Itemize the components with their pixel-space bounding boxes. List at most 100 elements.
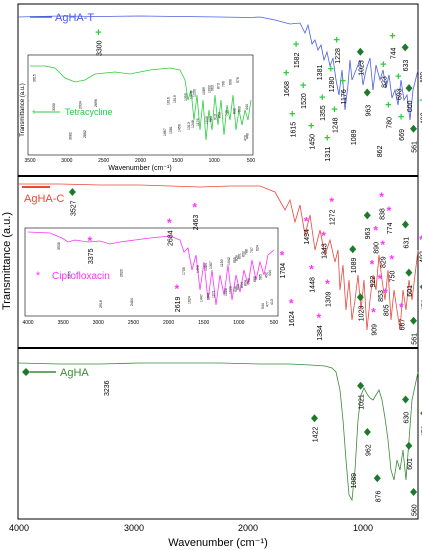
inset-peak-955: 955 bbox=[233, 257, 237, 263]
inset-peak-3375: 3375 bbox=[68, 271, 72, 279]
inset-tick-1500: 1500 bbox=[198, 320, 209, 326]
inset-peak-1456: 1456 bbox=[177, 124, 181, 132]
peak-label-492: 492 bbox=[419, 251, 422, 263]
peak-label-3300: 3300 bbox=[97, 40, 104, 56]
inset-peak-1705: 1705 bbox=[182, 267, 186, 275]
peak-label-853: 853 bbox=[378, 290, 385, 302]
inset-peak-444: 444 bbox=[268, 270, 272, 276]
peak-label-2463: 2463 bbox=[193, 215, 200, 231]
peak-label-3375: 3375 bbox=[88, 248, 95, 264]
spectrum-ciprofloxacin bbox=[27, 231, 275, 306]
inset-peak-1230: 1230 bbox=[192, 89, 196, 97]
inset-peak-492: 492 bbox=[265, 272, 269, 278]
inset-peak-804: 804 bbox=[243, 280, 247, 286]
peak-marker-829: * bbox=[380, 238, 385, 252]
inset-peak-745: 745 bbox=[225, 110, 229, 116]
peak-marker-3375: * bbox=[88, 234, 93, 248]
peak-marker-3527 bbox=[68, 188, 76, 196]
peak-marker-1023 bbox=[356, 47, 364, 56]
inset-frame-tetracycline bbox=[27, 54, 254, 156]
inset-y-label-tetracycline: Transmittance (a.u.) bbox=[20, 83, 26, 136]
peak-marker-1309: * bbox=[325, 277, 330, 291]
peak-label-922: 922 bbox=[370, 276, 377, 288]
peak-marker-1704: * bbox=[280, 248, 285, 262]
peak-marker-1450: + bbox=[308, 121, 314, 133]
inset-frame-ciprofloxacin bbox=[24, 227, 279, 317]
inset-peak-576: 576 bbox=[236, 77, 240, 83]
peak-marker-780: + bbox=[385, 100, 391, 112]
peak-label-962: 962 bbox=[365, 444, 372, 456]
inset-peak-750: 750 bbox=[247, 278, 251, 284]
inset-legend-tetracycline: Tetracycline bbox=[65, 107, 113, 117]
peak-marker-1624: * bbox=[289, 297, 294, 311]
peak-label-829: 829 bbox=[381, 256, 388, 268]
peak-marker-667: * bbox=[399, 300, 404, 314]
inset-peak-477: 477 bbox=[266, 301, 270, 307]
inset-legend-ciprofloxacin: Ciprofloxacin bbox=[52, 271, 110, 282]
peaks-agha: 3236142210891021962876630601560472 bbox=[104, 380, 422, 516]
peak-label-693: 693 bbox=[396, 88, 403, 100]
inset-tick-2500: 2500 bbox=[98, 158, 109, 164]
peak-label-1248: 1248 bbox=[332, 117, 339, 133]
inset-peak-440: 440 bbox=[245, 133, 249, 139]
peak-label-1023: 1023 bbox=[358, 306, 365, 322]
peak-label-909: 909 bbox=[371, 324, 378, 336]
inset-peak-413: 413 bbox=[270, 299, 274, 305]
inset-peak-909: 909 bbox=[236, 284, 240, 290]
inset-peak-796: 796 bbox=[221, 81, 225, 87]
peak-marker-693: + bbox=[395, 71, 401, 83]
inset-peak-1042: 1042 bbox=[227, 257, 231, 265]
peak-marker-482: + bbox=[419, 95, 422, 107]
inset-peak-1088: 1088 bbox=[224, 288, 228, 296]
peak-marker-1176: + bbox=[340, 75, 346, 87]
inset-peak-690: 690 bbox=[229, 79, 233, 85]
peak-label-2684: 2684 bbox=[167, 230, 174, 246]
inset-ticks-ciprofloxacin: 4000 3500 3000 2500 2000 1500 1000 500 bbox=[22, 320, 278, 326]
inset-peak-1341: 1341 bbox=[207, 292, 211, 300]
peak-label-669: 669 bbox=[399, 129, 406, 141]
peak-marker-909: * bbox=[371, 306, 376, 320]
inset-peak-3082: 3082 bbox=[68, 132, 72, 140]
inset-peak-1616: 1616 bbox=[167, 97, 171, 105]
peak-label-1704: 1704 bbox=[280, 263, 287, 279]
plot-frame bbox=[17, 3, 419, 520]
inset-peak-963: 963 bbox=[210, 85, 214, 91]
peak-label-1624: 1624 bbox=[289, 311, 296, 327]
peak-label-601: 601 bbox=[407, 458, 414, 470]
inset-peak-939: 939 bbox=[234, 286, 238, 292]
peak-marker-876 bbox=[373, 474, 381, 483]
peak-marker-1228: + bbox=[334, 35, 340, 47]
inset-peaks-ciprofloxacin: 3530 3375 2916 2620 2464 1705 1624 1495 1447 1384… bbox=[57, 242, 274, 309]
peak-marker-1248: + bbox=[331, 104, 337, 116]
peak-label-876: 876 bbox=[375, 490, 382, 502]
peak-marker-963 bbox=[363, 211, 371, 220]
inset-peak-3615: 3615 bbox=[33, 74, 37, 82]
spectrum-tetracycline bbox=[30, 65, 252, 141]
inset-peak-1624: 1624 bbox=[187, 296, 191, 304]
peak-marker-1448: * bbox=[309, 263, 314, 277]
inset-peak-891: 891 bbox=[237, 253, 241, 259]
legend-marker-agha bbox=[22, 368, 30, 376]
inset-peak-788: 788 bbox=[244, 249, 248, 255]
peak-marker-601 bbox=[405, 268, 413, 277]
peak-marker-3300: + bbox=[95, 27, 101, 39]
peak-label-890: 890 bbox=[374, 242, 381, 254]
peak-marker-1668: + bbox=[283, 68, 289, 80]
peak-marker-890: * bbox=[373, 224, 378, 238]
x-axis-label: Wavenumber (cm⁻¹) bbox=[168, 537, 268, 549]
inset-peak-544: 544 bbox=[261, 303, 265, 309]
peak-marker-2684: * bbox=[167, 216, 172, 230]
inset-tick-500: 500 bbox=[247, 158, 256, 164]
inset-peak-1495: 1495 bbox=[196, 265, 200, 273]
peak-marker-1355: + bbox=[319, 92, 325, 104]
peak-label-1448: 1448 bbox=[309, 277, 316, 293]
peak-marker-476 bbox=[419, 284, 422, 290]
peak-marker-492: * bbox=[419, 233, 422, 247]
peak-label-1023: 1023 bbox=[358, 60, 365, 76]
peak-marker-1494: * bbox=[304, 215, 309, 229]
peak-label-667: 667 bbox=[399, 319, 406, 331]
peak-marker-600 bbox=[405, 84, 413, 93]
inset-legend-marker-ciprofloxacin: * bbox=[36, 270, 41, 282]
peak-marker-561 bbox=[409, 316, 417, 325]
inset-peak-1447: 1447 bbox=[199, 294, 203, 302]
